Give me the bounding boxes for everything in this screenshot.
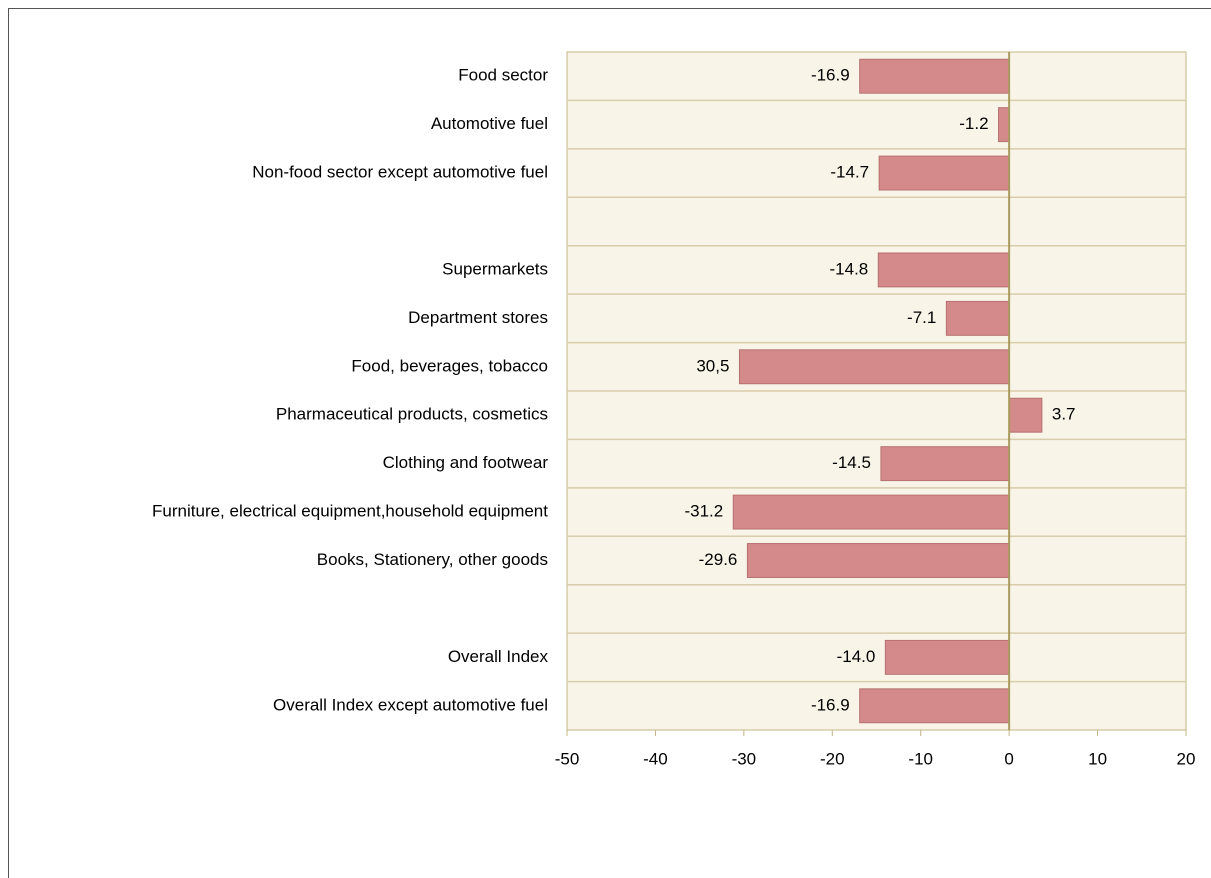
value-label: 3.7	[1052, 405, 1076, 424]
bar	[884, 639, 1010, 675]
y-tick-label: Department stores	[408, 308, 548, 327]
bar	[732, 494, 1010, 530]
value-label: -16.9	[811, 66, 850, 85]
value-label: -1.2	[959, 114, 988, 133]
x-tick-label: -10	[908, 749, 933, 768]
bar	[998, 107, 1010, 143]
y-tick-label: Pharmaceutical products, cosmetics	[276, 405, 548, 424]
x-tick-label: -50	[555, 749, 580, 768]
x-tick-label: 0	[1004, 749, 1013, 768]
bar	[945, 300, 1010, 336]
bar	[738, 349, 1010, 385]
bar	[878, 155, 1010, 191]
x-tick-label: -40	[643, 749, 668, 768]
bar	[880, 446, 1010, 482]
bar	[877, 252, 1010, 288]
bar	[859, 688, 1010, 724]
bar	[746, 543, 1010, 578]
bar	[859, 58, 1010, 94]
x-tick-label: -20	[820, 749, 845, 768]
x-tick-label: 10	[1088, 749, 1107, 768]
value-label: -31.2	[684, 502, 723, 521]
value-label: -14.5	[832, 453, 871, 472]
value-label: -14.8	[830, 259, 869, 278]
x-tick-label: -30	[732, 749, 757, 768]
value-label: -29.6	[699, 550, 738, 569]
y-tick-label: Automotive fuel	[431, 114, 548, 133]
value-label: -14.7	[830, 163, 869, 182]
y-tick-label: Clothing and footwear	[383, 453, 549, 472]
x-tick-label: 20	[1177, 749, 1196, 768]
y-tick-label: Non-food sector except automotive fuel	[252, 163, 548, 182]
y-tick-label: Food, beverages, tobacco	[351, 356, 548, 375]
value-label: -14.0	[837, 647, 876, 666]
y-tick-label: Supermarkets	[442, 259, 548, 278]
y-tick-label: Books, Stationery, other goods	[317, 550, 548, 569]
y-tick-label: Food sector	[458, 66, 548, 85]
bar	[1008, 397, 1043, 433]
y-tick-label: Overall Index except automotive fuel	[273, 695, 548, 714]
y-tick-label: Furniture, electrical equipment,househol…	[152, 502, 548, 521]
value-label: -16.9	[811, 695, 850, 714]
y-tick-label: Overall Index	[448, 647, 549, 666]
value-label: -7.1	[907, 308, 936, 327]
value-label: 30,5	[696, 356, 729, 375]
